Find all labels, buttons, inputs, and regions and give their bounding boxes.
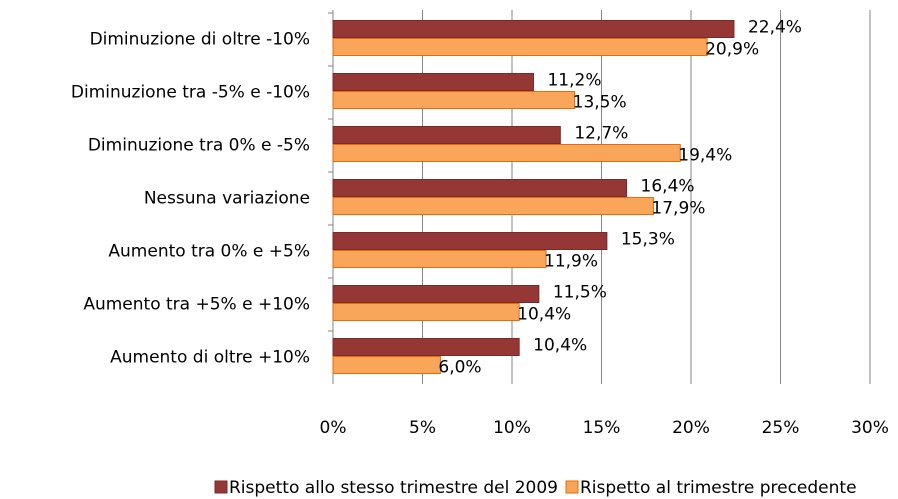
legend-label: Rispetto al trimestre precedente [580,478,857,498]
x-tick-label: 25% [762,418,800,438]
bar [332,303,520,321]
data-label: 16,4% [641,177,695,197]
data-label: 20,9% [705,40,759,60]
data-label: 13,5% [573,93,627,113]
bar [332,250,547,268]
data-label: 10,4% [517,305,571,325]
y-tick-label: Nessuna variazione [144,189,310,209]
data-label: 11,2% [547,71,601,91]
x-tick-label: 30% [851,418,889,438]
y-tick-label: Diminuzione tra 0% e -5% [88,136,310,156]
legend-swatch [565,480,579,494]
x-tick-label: 0% [320,418,347,438]
legend-label: Rispetto allo stesso trimestre del 2009 [229,478,558,498]
bar [332,285,540,303]
data-label: 10,4% [533,336,587,356]
x-tick-label: 15% [583,418,621,438]
data-label: 17,9% [651,199,705,219]
y-tick-label: Aumento tra +5% e +10% [83,295,310,315]
bar [332,91,576,109]
bar [332,20,735,38]
bar [332,338,520,356]
data-label: 15,3% [621,230,675,250]
bar [332,126,561,144]
x-tick-label: 20% [672,418,710,438]
bar [332,144,681,162]
y-tick-label: Aumento tra 0% e +5% [108,242,310,262]
bar [332,73,534,91]
data-label: 11,5% [553,283,607,303]
legend-swatch [214,480,228,494]
bar [332,356,441,374]
y-tick-label: Aumento di oltre +10% [110,348,310,368]
data-label: 11,9% [544,252,598,272]
data-label: 22,4% [748,18,802,38]
data-label: 6,0% [438,358,481,378]
data-label: 19,4% [678,146,732,166]
bar [332,179,628,197]
data-label: 12,7% [574,124,628,144]
y-tick-label: Diminuzione di oltre -10% [90,30,310,50]
bar [332,232,608,250]
x-tick-label: 10% [493,418,531,438]
x-tick-label: 5% [409,418,436,438]
y-tick-label: Diminuzione tra -5% e -10% [71,83,310,103]
bar [332,38,708,56]
bar [332,197,654,215]
